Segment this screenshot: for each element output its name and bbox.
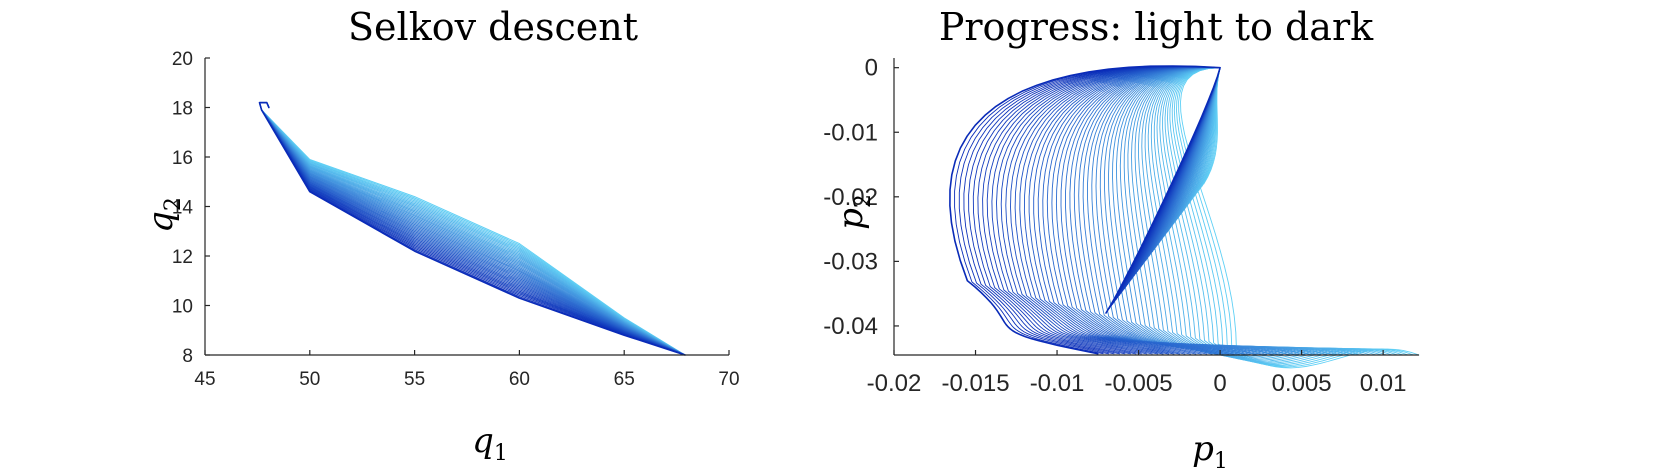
chart-1-y-axis: 8 10 12 14 16 18 20 [172,49,210,367]
y-tick-label: 0 [865,55,878,82]
trajectory-line [1095,67,1273,355]
trajectory-line [1162,67,1376,362]
x-tick-label: 45 [194,369,215,390]
y-tick-label: -0.01 [823,119,878,146]
chart-2-x-axis-label: p1 [1192,429,1228,472]
chart-2-x-axis: -0.02 -0.015 -0.01 -0.005 0 0.005 0.01 [867,350,1419,397]
y-tick-label: -0.04 [823,313,878,340]
y-tick-label: 18 [172,99,193,120]
trajectory-line [996,66,1221,355]
x-tick-label: -0.015 [941,370,1009,397]
trajectory-line [1023,66,1221,355]
chart-1-y-axis-label: q2 [141,197,186,233]
trajectory-line [1178,67,1415,368]
y-tick-label: 10 [172,297,193,318]
chart-2: Progress: light to dark -0.02 -0.015 -0.01… [823,5,1420,472]
x-tick-label: -0.005 [1105,370,1173,397]
y-tick-label: -0.02 [823,184,878,211]
chart-2-curves [949,65,1420,369]
x-tick-label: 0 [1213,370,1226,397]
y-tick-label: 16 [172,148,193,169]
x-tick-label: 50 [299,369,320,390]
y-tick-label: 20 [172,49,193,70]
x-tick-label: -0.02 [867,370,922,397]
trajectory-line [1167,67,1387,363]
y-tick-label: 12 [172,247,193,268]
trajectory-line [259,102,686,356]
trajectory-line [949,65,1221,355]
trajectory-line [1159,67,1371,361]
chart-1-x-axis-label: q1 [472,421,508,466]
trajectory-line [1019,66,1221,355]
chart-2-title: Progress: light to dark [939,5,1374,49]
x-tick-label: 0.005 [1272,370,1332,397]
chart-2-y-axis-label: p2 [831,194,876,230]
chart-1-curves [258,101,686,356]
chart-2-y-axis: 0 -0.01 -0.02 -0.03 -0.04 [823,55,899,355]
trajectory-line [1156,67,1366,360]
y-tick-label: 14 [172,198,194,219]
x-tick-label: 70 [718,369,739,390]
x-tick-label: 60 [509,369,530,390]
chart-1-x-axis: 45 50 55 60 65 70 [194,350,740,390]
trajectory-line [258,101,686,356]
x-tick-label: 65 [614,369,635,390]
x-tick-label: -0.01 [1030,370,1085,397]
y-tick-label: -0.03 [823,248,878,275]
chart-1: Selkov descent 45 50 55 60 65 70 8 10 12 14 16 18 2… [141,5,740,466]
chart-1-title: Selkov descent [348,5,638,49]
trajectory-line [1103,67,1284,355]
y-tick-label: 8 [182,346,193,367]
x-tick-label: 55 [404,369,425,390]
x-tick-label: 0.01 [1360,370,1407,397]
